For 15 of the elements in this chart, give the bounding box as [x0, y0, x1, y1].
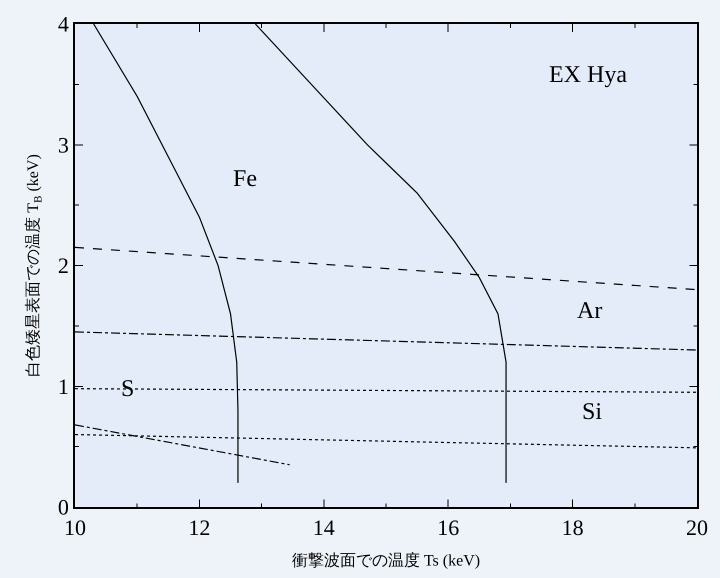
y-tick-label: 3 [58, 132, 69, 158]
x-tick-label: 14 [312, 515, 335, 540]
y-tick-label: 2 [58, 253, 69, 278]
x-tick-label: 16 [437, 515, 460, 540]
annotation: Si [582, 399, 602, 425]
y-tick-label: 1 [58, 374, 69, 399]
x-tick-label: 12 [188, 515, 210, 540]
x-tick-label: 20 [686, 515, 708, 540]
annotation: S [121, 376, 134, 402]
annotation: Ar [577, 298, 602, 324]
x-axis-title: 衝撃波面での温度 Ts (keV) [292, 551, 480, 570]
x-tick-label: 18 [562, 515, 584, 540]
annotation: EX Hya [549, 62, 628, 88]
y-tick-label: 4 [58, 12, 69, 37]
annotation: Fe [233, 166, 257, 192]
